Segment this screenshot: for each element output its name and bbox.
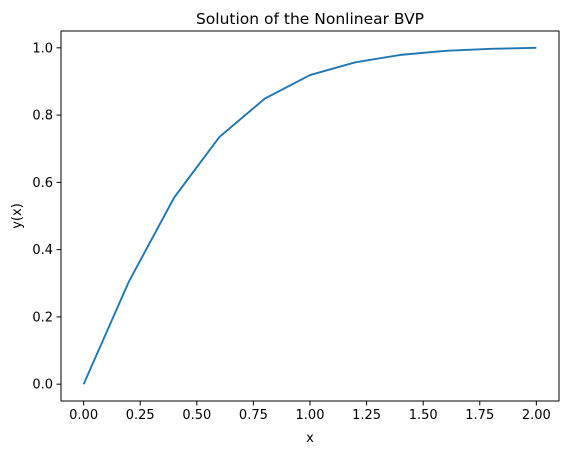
series-line-0	[82, 46, 537, 385]
y-tick-label: 0.8	[32, 109, 53, 124]
plot-area	[60, 30, 560, 402]
x-tick-label: 1.25	[352, 408, 381, 423]
axes-frame	[60, 30, 560, 402]
y-tick-label: 0.2	[32, 310, 53, 325]
y-tick-label: 0.6	[32, 176, 53, 191]
x-axis-label: x	[306, 431, 314, 446]
x-tick-label: 1.50	[409, 408, 438, 423]
x-tick-label: 0.50	[182, 408, 211, 423]
x-tick-label: 1.00	[296, 408, 325, 423]
x-tick-label: 0.25	[126, 408, 155, 423]
x-tick-label: 2.00	[522, 408, 551, 423]
y-axis: 0.0 0.2 0.4 0.6 0.8 1.0	[32, 41, 61, 393]
y-tick-label: 1.0	[32, 41, 53, 56]
x-tick-label: 1.75	[465, 408, 494, 423]
y-tick-label: 0.4	[32, 243, 53, 258]
chart-title: Solution of the Nonlinear BVP	[196, 10, 424, 28]
x-tick-label: 0.00	[69, 408, 98, 423]
y-tick-label: 0.0	[32, 378, 53, 393]
x-tick-label: 0.75	[239, 408, 268, 423]
series-layer	[82, 46, 537, 385]
y-axis-label: y(x)	[10, 203, 25, 229]
x-axis: 0.00 0.25 0.50 0.75 1.00 1.25 1.50 1.75 2.00	[69, 401, 551, 423]
